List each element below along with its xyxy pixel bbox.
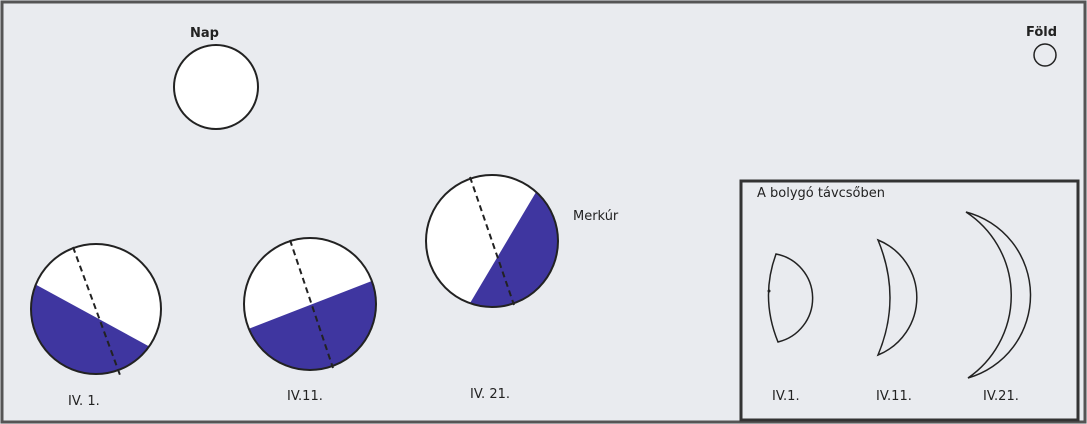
telescope-title: A bolygó távcsőben bbox=[757, 186, 885, 201]
dot bbox=[768, 290, 771, 293]
sun-label: Nap bbox=[190, 26, 219, 41]
position-label: IV. 21. bbox=[470, 387, 510, 402]
telescope-label: IV.21. bbox=[983, 389, 1019, 404]
telescope-label: IV.1. bbox=[772, 389, 800, 404]
telescope-label: IV.11. bbox=[876, 389, 912, 404]
earth-label: Föld bbox=[1026, 25, 1057, 40]
diagram: Nap Föld Merkúr IV. 1. IV.11. IV. 21. A … bbox=[0, 0, 1087, 424]
sun bbox=[174, 45, 258, 129]
telescope-box bbox=[741, 181, 1078, 420]
position-label: IV.11. bbox=[287, 389, 323, 404]
planet-label: Merkúr bbox=[573, 209, 619, 224]
position-label: IV. 1. bbox=[68, 394, 100, 409]
